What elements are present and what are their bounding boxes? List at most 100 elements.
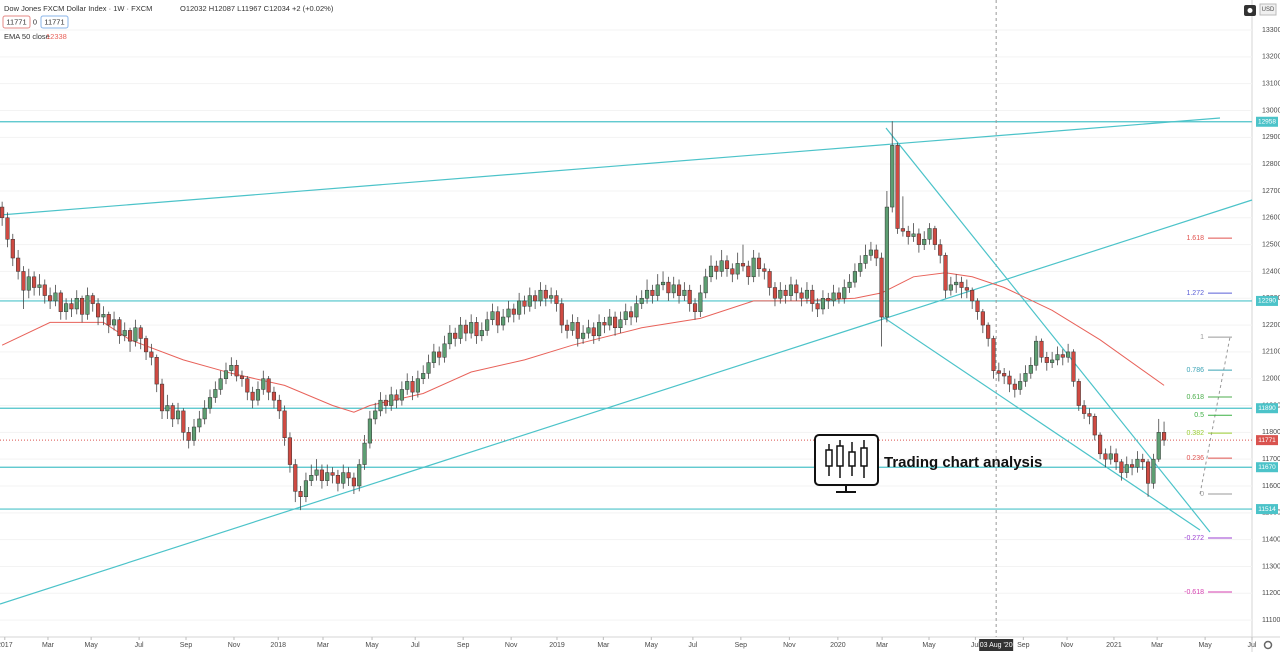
- candle-body: [325, 472, 330, 481]
- candle-body: [740, 263, 746, 267]
- candle-body: [90, 295, 95, 304]
- x-tick-label: May: [1198, 642, 1212, 649]
- candle-body: [32, 276, 37, 288]
- candle-body: [884, 206, 889, 318]
- candle-body: [511, 308, 516, 315]
- y-tick-label: 11400: [1262, 536, 1280, 543]
- candle-body: [16, 257, 21, 272]
- x-tick-label: Sep: [457, 642, 470, 649]
- candle-body: [836, 292, 841, 299]
- candle-body: [724, 260, 730, 269]
- candle-body: [868, 249, 873, 256]
- candle-body: [762, 268, 767, 272]
- candle-body: [485, 319, 490, 331]
- candle-body: [21, 271, 26, 291]
- x-tick-label: Sep: [735, 642, 748, 649]
- candle-body: [655, 284, 660, 296]
- candle-body: [490, 311, 495, 320]
- x-tick-label: Sep: [180, 642, 193, 649]
- candle-body: [538, 289, 543, 302]
- candle-body: [474, 322, 479, 337]
- logo-icon: [860, 447, 868, 467]
- candle-body: [122, 330, 127, 337]
- plot-layer: 1.618 1.272 1 0.786 0.618 0.5 0.382 0.236 0 -0.27…: [0, 121, 1232, 596]
- candle-body: [607, 316, 612, 326]
- level-price-label: 12290: [1258, 298, 1276, 305]
- candle-body: [730, 268, 735, 275]
- candle-body: [517, 300, 522, 315]
- candle-body: [794, 284, 799, 294]
- y-tick-label: 13000: [1262, 107, 1280, 114]
- settings-button[interactable]: [1263, 640, 1273, 650]
- candle-body: [890, 145, 895, 208]
- y-tick-label: 11100: [1262, 617, 1280, 624]
- candle-body: [916, 233, 921, 245]
- candle-body: [207, 397, 213, 409]
- candle-body: [1087, 413, 1092, 417]
- input-box[interactable]: [2, 15, 31, 29]
- candle-body: [10, 238, 15, 259]
- candle-body: [389, 394, 394, 406]
- candle-body: [1039, 340, 1044, 358]
- candle-body: [42, 284, 47, 296]
- crosshair-label: 03 Aug '20: [980, 642, 1013, 649]
- x-tick-label: Mar: [42, 642, 55, 649]
- candle-body: [26, 276, 31, 291]
- candle-body: [501, 316, 506, 326]
- candle-body: [250, 391, 255, 401]
- ema-line: [1, 272, 1165, 413]
- x-tick-label: Jul: [411, 642, 420, 649]
- input-box[interactable]: [40, 15, 69, 29]
- candle-body: [80, 298, 85, 315]
- candle-body: [5, 217, 10, 240]
- y-tick-label: 12700: [1262, 188, 1280, 195]
- candle-body: [405, 381, 410, 390]
- candle-body: [1023, 373, 1028, 382]
- candle-body: [127, 330, 133, 342]
- candle-body: [101, 314, 106, 318]
- y-tick-label: 12200: [1262, 322, 1280, 329]
- candle-body: [788, 284, 794, 296]
- candle-body: [613, 316, 618, 329]
- candle-body: [303, 480, 309, 497]
- candle-body: [847, 281, 852, 288]
- candle-body: [165, 405, 170, 412]
- candle-body: [1082, 405, 1087, 414]
- candle-body: [314, 469, 319, 476]
- candle-body: [911, 233, 916, 237]
- candle-body: [687, 289, 692, 304]
- fib-label: 0.5: [1194, 412, 1204, 419]
- level-price-box: [1256, 116, 1278, 127]
- candle-body: [234, 365, 239, 377]
- candle-body: [692, 303, 698, 312]
- candle-body: [437, 351, 442, 358]
- candle-body: [549, 295, 554, 299]
- candle-body: [602, 322, 607, 326]
- candle-body: [954, 281, 959, 286]
- candle-body: [239, 375, 245, 379]
- candle-body: [1071, 351, 1076, 382]
- symbol-title: Dow Jones FXCM Dollar Index · 1W · FXCM: [4, 4, 152, 13]
- candle-body: [597, 322, 602, 337]
- candle-body: [53, 292, 58, 302]
- logo-icon: [836, 445, 844, 467]
- currency-box: [1259, 3, 1277, 16]
- input-value: 11771: [44, 17, 64, 26]
- y-tick-label: 11300: [1262, 563, 1280, 570]
- candle-body: [1002, 373, 1007, 377]
- trendline: [879, 314, 1201, 531]
- fib-label: 1: [1200, 334, 1204, 341]
- candle-body: [85, 295, 90, 315]
- candle-body: [293, 464, 298, 492]
- x-tick-label: 2019: [549, 642, 565, 649]
- candle-body: [660, 281, 666, 286]
- candle-body: [394, 394, 399, 401]
- candle-body: [287, 437, 293, 465]
- candle-body: [442, 343, 447, 358]
- candle-body: [1034, 340, 1039, 366]
- candle-body: [799, 292, 804, 299]
- candle-body: [735, 263, 740, 275]
- candle-body: [367, 418, 372, 444]
- candle-body: [1060, 354, 1065, 358]
- candle-body: [1108, 453, 1113, 460]
